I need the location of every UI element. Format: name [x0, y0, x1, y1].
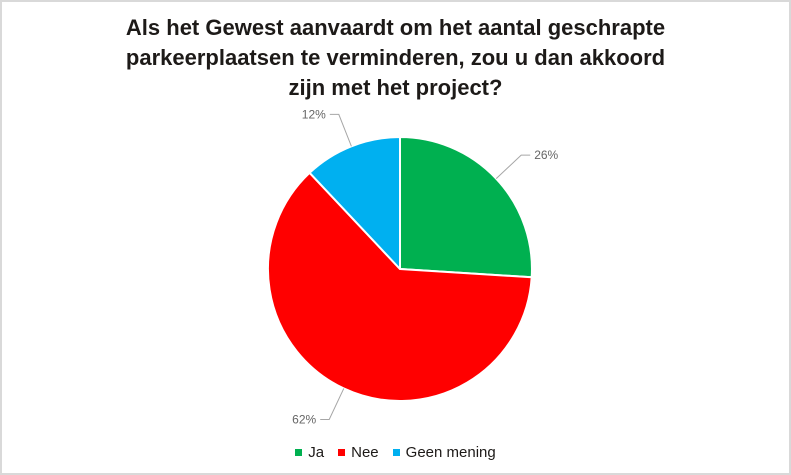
pie-slice-ja — [399, 136, 533, 279]
chart-title: Als het Gewest aanvaardt om het aantal g… — [125, 15, 666, 100]
leader-line-geen-mening — [329, 113, 352, 147]
pie-slices — [266, 136, 533, 403]
legend-item-nee: Nee — [338, 444, 379, 461]
pie-data-labels: 26% 62% 12% — [292, 107, 558, 426]
legend-swatch-nee — [338, 449, 346, 456]
legend: Ja Nee Geen mening — [2, 444, 789, 461]
legend-item-geen-mening: Geen mening — [392, 444, 496, 461]
legend-swatch-ja — [295, 449, 303, 456]
legend-swatch-geen-mening — [392, 449, 400, 456]
leader-line-nee — [320, 388, 345, 420]
legend-label-geen-mening: Geen mening — [405, 444, 496, 461]
pie-leader-lines — [320, 113, 531, 420]
legend-label-nee: Nee — [351, 444, 379, 461]
data-label-ja: 26% — [534, 148, 558, 162]
pie-slice-geen-mening — [308, 136, 401, 270]
leader-line-ja — [495, 154, 531, 179]
data-label-geen-mening: 12% — [302, 107, 326, 121]
data-label-nee: 62% — [292, 413, 316, 427]
legend-label-ja: Ja — [308, 444, 325, 461]
legend-item-ja: Ja — [295, 444, 324, 461]
